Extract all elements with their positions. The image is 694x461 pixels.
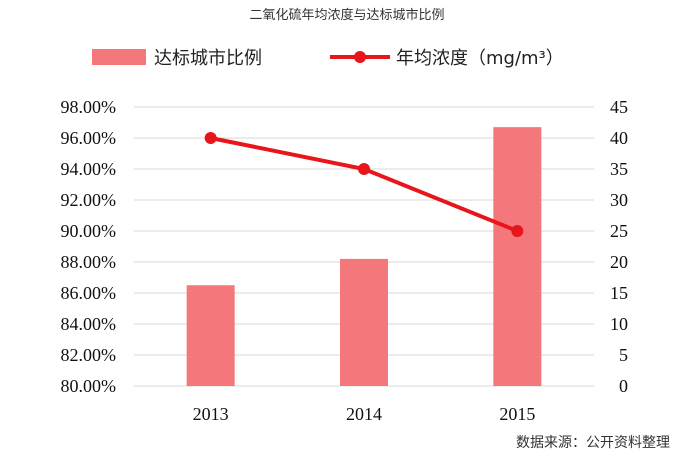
right-axis-tick-label: 40 <box>610 128 628 148</box>
legend-bar-label: 达标城市比例 <box>154 48 262 69</box>
left-axis-tick-label: 82.00% <box>61 345 117 365</box>
line-point <box>204 132 217 144</box>
line-point <box>511 225 524 237</box>
left-axis-tick-label: 80.00% <box>61 376 117 396</box>
right-axis-tick-label: 30 <box>610 190 628 210</box>
concentration-line <box>210 136 519 233</box>
left-axis-tick-label: 92.00% <box>61 190 117 210</box>
left-axis-tick-label: 86.00% <box>61 283 117 303</box>
line-point <box>358 163 370 175</box>
x-axis-tick-label: 2014 <box>346 404 382 424</box>
right-axis-tick-label: 15 <box>610 283 628 303</box>
bar <box>340 258 388 386</box>
right-axis-tick-label: 45 <box>610 97 628 117</box>
legend-line-swatch <box>330 47 390 67</box>
left-axis-tick-label: 84.00% <box>61 314 117 334</box>
legend-item-line: 年均浓度（mg/m³） <box>330 44 564 70</box>
right-axis-tick-label: 35 <box>610 159 628 179</box>
x-axis-ticks: 2013 2014 2015 <box>193 404 536 424</box>
right-axis-tick-label: 20 <box>610 252 628 272</box>
left-axis-tick-label: 98.00% <box>61 97 117 117</box>
x-axis-tick-label: 2013 <box>193 404 229 424</box>
bar-series <box>186 127 542 387</box>
legend-bar-swatch <box>92 49 146 65</box>
left-axis-tick-label: 88.00% <box>61 252 117 272</box>
left-axis-tick-label: 94.00% <box>61 159 117 179</box>
legend-item-bar: 达标城市比例 <box>92 44 262 70</box>
chart-title: 二氧化硫年均浓度与达标城市比例 <box>249 8 445 23</box>
right-axis-tick-label: 10 <box>610 314 628 334</box>
left-axis-tick-label: 96.00% <box>61 128 117 148</box>
right-axis-tick-label: 25 <box>610 221 628 241</box>
bar <box>186 285 235 386</box>
left-axis-tick-label: 90.00% <box>61 221 117 241</box>
left-axis-ticks: 80.00% 82.00% 84.00% 86.00% 88.00% 90.00% 92.0… <box>61 97 117 396</box>
bar <box>493 127 542 387</box>
line-series <box>204 132 524 237</box>
legend-line-label: 年均浓度（mg/m³） <box>396 48 564 69</box>
right-axis-tick-label: 5 <box>619 345 628 365</box>
right-axis-ticks: 0 5 10 15 20 25 30 35 40 45 <box>610 97 628 396</box>
x-axis-tick-label: 2015 <box>499 404 535 424</box>
source-note: 数据来源：公开资料整理 <box>516 435 670 451</box>
legend: 达标城市比例 年均浓度（mg/m³） <box>0 44 694 74</box>
right-axis-tick-label: 0 <box>619 376 628 396</box>
